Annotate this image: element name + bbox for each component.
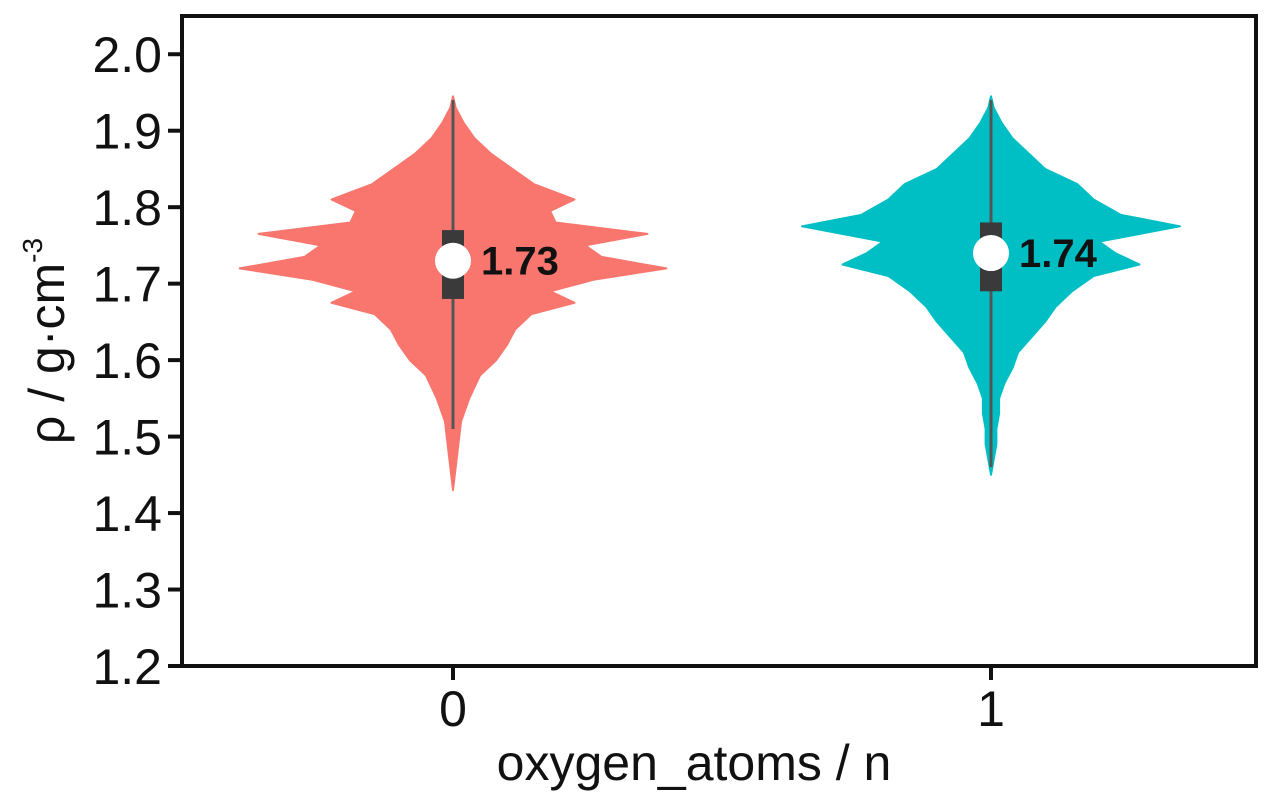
y-tick-label: 1.3 [92,563,162,619]
median-label-0: 1.73 [481,240,559,284]
x-tick-label: 1 [977,681,1005,737]
y-tick-label: 1.6 [92,333,162,389]
x-axis-title: oxygen_atoms / n [497,735,892,791]
median-point-0 [435,242,471,279]
y-tick-label: 1.8 [92,180,162,236]
y-tick-label: 1.9 [92,104,162,160]
median-label-1: 1.74 [1019,232,1098,276]
data-labels: 1.73 1.74 [481,232,1098,284]
plot-frame [180,14,1258,668]
y-tick-label: 1.4 [92,486,162,542]
y-tick-label: 1.7 [92,257,162,313]
y-tick-label: 2.0 [92,27,162,83]
y-axis-title-superscript: -3 [17,238,48,263]
y-axis-title: ρ / g·cm-3 [17,238,75,444]
median-point-1 [973,235,1009,272]
y-axis: 1.2 1.3 1.4 1.5 1.6 1.7 1.8 1.9 2.0 [92,27,182,695]
plot-layer [238,95,1181,492]
y-tick-label: 1.5 [92,410,162,466]
x-tick-label: 0 [439,681,467,737]
y-axis-title-text: ρ / g·cm [19,263,75,444]
y-tick-label: 1.2 [92,639,162,695]
